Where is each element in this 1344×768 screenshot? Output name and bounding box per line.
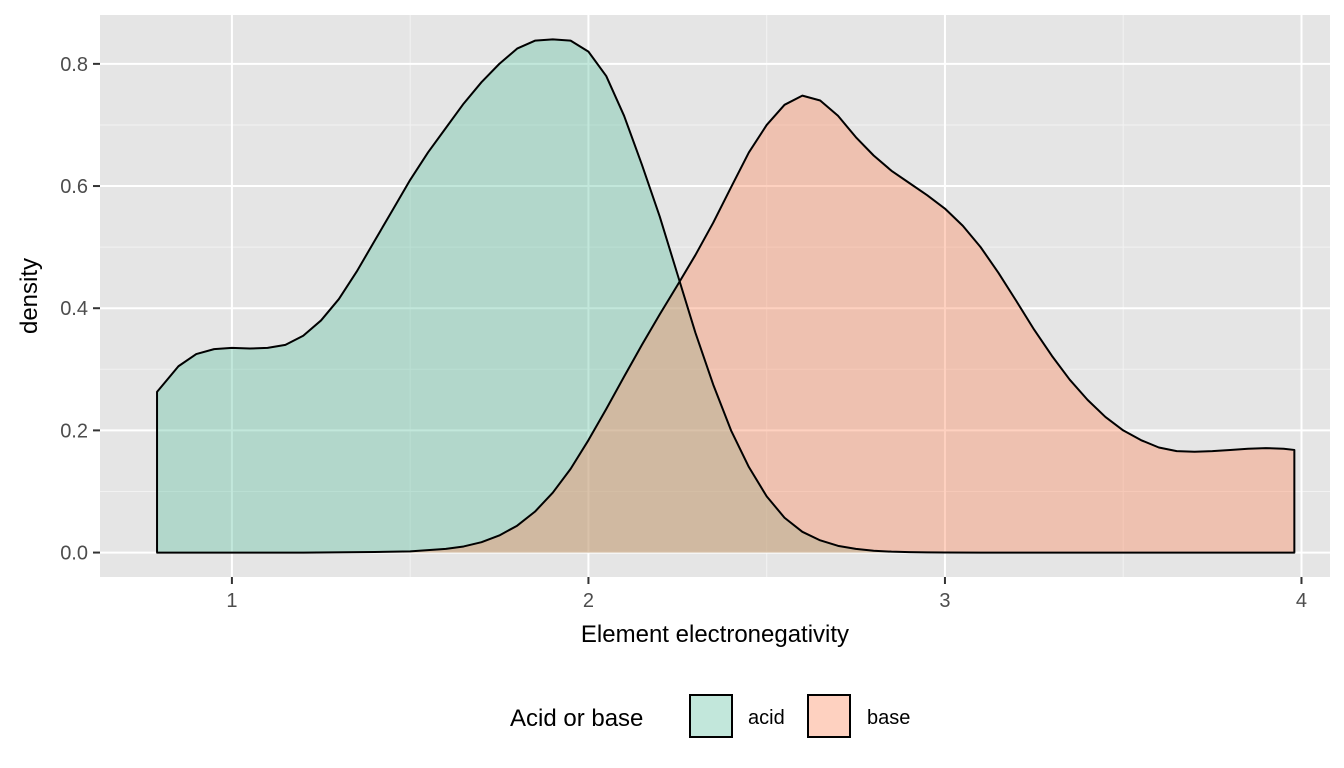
y-tick-label: 0.0 xyxy=(60,543,88,565)
x-axis-title: Element electronegativity xyxy=(581,621,849,648)
x-tick-label: 1 xyxy=(226,590,237,612)
legend-title: Acid or base xyxy=(510,705,643,732)
axis-ticks xyxy=(93,62,1303,584)
density-area-acid xyxy=(157,39,1295,553)
legend-label-acid: acid xyxy=(748,707,785,729)
tick-labels: 1 2 3 4 0.0 0.2 0.4 0.6 0.8 xyxy=(60,54,1307,612)
density-outline-acid xyxy=(156,38,1296,554)
legend: Acid or base acid base xyxy=(510,694,910,738)
density-outline-base xyxy=(156,94,1296,554)
legend-key-acid xyxy=(689,694,733,738)
density-areas xyxy=(156,38,1296,554)
plot-panel xyxy=(100,15,1330,577)
y-axis-title: density xyxy=(16,258,43,334)
minor-gridlines xyxy=(100,15,1330,577)
y-tick-label: 0.8 xyxy=(60,54,88,76)
y-tick-label: 0.6 xyxy=(60,176,88,198)
legend-key-base xyxy=(807,694,851,738)
x-tick-label: 4 xyxy=(1296,590,1307,612)
major-gridlines xyxy=(100,15,1330,577)
y-tick-label: 0.2 xyxy=(60,420,88,442)
x-tick-label: 2 xyxy=(583,590,594,612)
x-tick-label: 3 xyxy=(939,590,950,612)
legend-label-base: base xyxy=(867,707,910,729)
density-area-base xyxy=(157,95,1295,553)
y-tick-label: 0.4 xyxy=(60,298,88,320)
